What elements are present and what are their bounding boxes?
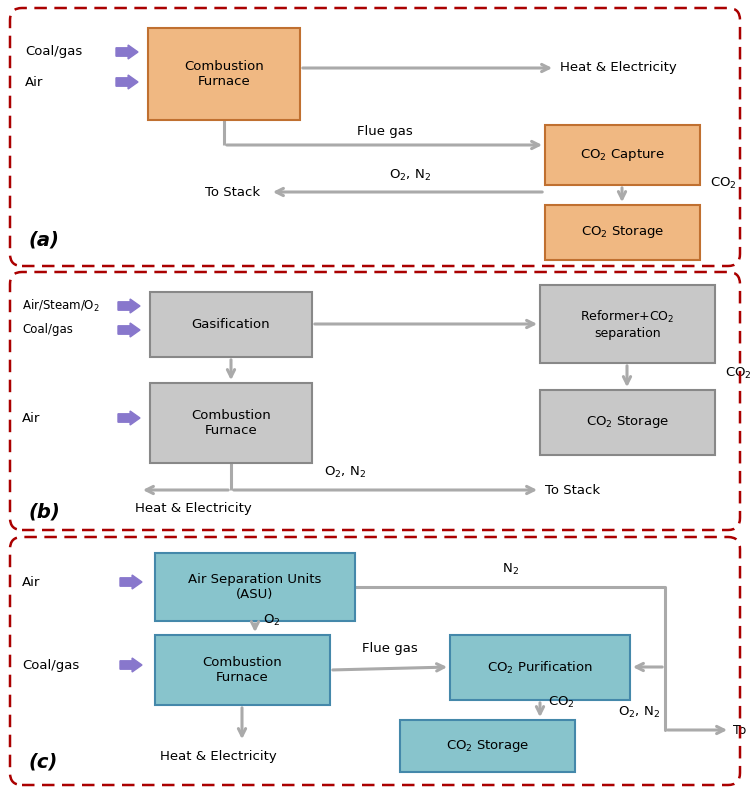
Polygon shape bbox=[118, 299, 140, 313]
Text: Air: Air bbox=[22, 411, 41, 425]
Text: CO$_2$: CO$_2$ bbox=[710, 176, 737, 191]
Text: Flue gas: Flue gas bbox=[357, 125, 413, 138]
Text: O$_2$, N$_2$: O$_2$, N$_2$ bbox=[389, 168, 431, 183]
Text: Heat & Electricity: Heat & Electricity bbox=[135, 502, 252, 515]
Text: CO$_2$ Storage: CO$_2$ Storage bbox=[586, 414, 669, 430]
Text: N$_2$: N$_2$ bbox=[502, 562, 518, 577]
Text: CO$_2$: CO$_2$ bbox=[548, 695, 575, 710]
Text: Gasification: Gasification bbox=[192, 318, 270, 331]
Text: Coal/gas: Coal/gas bbox=[25, 46, 83, 59]
Text: Combustion
Furnace: Combustion Furnace bbox=[184, 60, 264, 88]
Text: To Stack: To Stack bbox=[545, 483, 600, 497]
Polygon shape bbox=[116, 75, 138, 89]
FancyBboxPatch shape bbox=[540, 285, 715, 363]
Text: CO$_2$ Capture: CO$_2$ Capture bbox=[581, 147, 665, 163]
Text: CO$_2$: CO$_2$ bbox=[725, 365, 751, 380]
Text: Reformer+CO$_2$
separation: Reformer+CO$_2$ separation bbox=[581, 308, 674, 339]
Text: Heat & Electricity: Heat & Electricity bbox=[160, 750, 277, 763]
Text: (b): (b) bbox=[28, 502, 60, 521]
Text: CO$_2$ Storage: CO$_2$ Storage bbox=[581, 225, 664, 240]
Text: Air: Air bbox=[25, 75, 44, 89]
Text: Air/Steam/O$_2$: Air/Steam/O$_2$ bbox=[22, 298, 100, 314]
Text: Coal/gas: Coal/gas bbox=[22, 324, 73, 336]
Text: Heat & Electricity: Heat & Electricity bbox=[560, 62, 677, 74]
FancyBboxPatch shape bbox=[155, 635, 330, 705]
Text: (a): (a) bbox=[28, 230, 59, 249]
Polygon shape bbox=[116, 45, 138, 59]
FancyBboxPatch shape bbox=[155, 553, 355, 621]
Polygon shape bbox=[118, 323, 140, 337]
FancyBboxPatch shape bbox=[545, 125, 700, 185]
Text: To Stack: To Stack bbox=[733, 724, 751, 736]
FancyBboxPatch shape bbox=[450, 635, 630, 700]
Text: Combustion
Furnace: Combustion Furnace bbox=[191, 409, 271, 437]
Text: Air: Air bbox=[22, 576, 41, 589]
Text: O$_2$, N$_2$: O$_2$, N$_2$ bbox=[324, 465, 366, 480]
Text: CO$_2$ Storage: CO$_2$ Storage bbox=[446, 738, 529, 754]
Text: O$_2$: O$_2$ bbox=[263, 613, 280, 628]
FancyBboxPatch shape bbox=[545, 205, 700, 260]
Text: (c): (c) bbox=[28, 752, 57, 771]
Text: Coal/gas: Coal/gas bbox=[22, 658, 80, 672]
Text: Flue gas: Flue gas bbox=[362, 642, 418, 655]
FancyBboxPatch shape bbox=[150, 383, 312, 463]
FancyBboxPatch shape bbox=[150, 292, 312, 357]
FancyBboxPatch shape bbox=[400, 720, 575, 772]
FancyBboxPatch shape bbox=[148, 28, 300, 120]
Polygon shape bbox=[118, 411, 140, 425]
Text: Combustion
Furnace: Combustion Furnace bbox=[203, 656, 282, 684]
Text: CO$_2$ Purification: CO$_2$ Purification bbox=[487, 660, 593, 676]
Text: Air Separation Units
(ASU): Air Separation Units (ASU) bbox=[189, 573, 321, 601]
FancyBboxPatch shape bbox=[540, 390, 715, 455]
Polygon shape bbox=[120, 575, 142, 589]
Polygon shape bbox=[120, 658, 142, 672]
Text: To Stack: To Stack bbox=[205, 186, 260, 199]
Text: O$_2$, N$_2$: O$_2$, N$_2$ bbox=[618, 705, 660, 720]
